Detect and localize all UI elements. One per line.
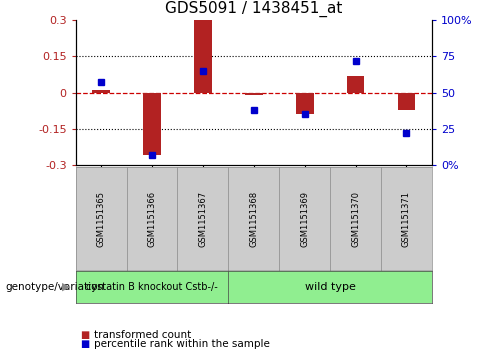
Bar xyxy=(398,93,415,110)
Text: GSM1151367: GSM1151367 xyxy=(198,191,207,247)
Bar xyxy=(92,90,110,93)
Text: ■: ■ xyxy=(81,339,90,349)
Bar xyxy=(346,76,365,93)
Text: wild type: wild type xyxy=(305,282,356,292)
Bar xyxy=(245,93,263,95)
Text: GSM1151370: GSM1151370 xyxy=(351,191,360,247)
Text: ■: ■ xyxy=(81,330,90,340)
Bar xyxy=(143,93,161,155)
Text: percentile rank within the sample: percentile rank within the sample xyxy=(94,339,270,349)
Text: genotype/variation: genotype/variation xyxy=(5,282,104,292)
Bar xyxy=(296,93,314,114)
Text: GSM1151366: GSM1151366 xyxy=(147,191,157,247)
Text: GSM1151371: GSM1151371 xyxy=(402,191,411,247)
Text: GSM1151368: GSM1151368 xyxy=(249,191,258,247)
Text: GSM1151369: GSM1151369 xyxy=(300,191,309,247)
Bar xyxy=(194,20,212,93)
Title: GDS5091 / 1438451_at: GDS5091 / 1438451_at xyxy=(165,1,343,17)
Text: cystatin B knockout Cstb-/-: cystatin B knockout Cstb-/- xyxy=(86,282,218,292)
Text: ▶: ▶ xyxy=(62,282,71,292)
Text: transformed count: transformed count xyxy=(94,330,191,340)
Text: GSM1151365: GSM1151365 xyxy=(97,191,105,247)
